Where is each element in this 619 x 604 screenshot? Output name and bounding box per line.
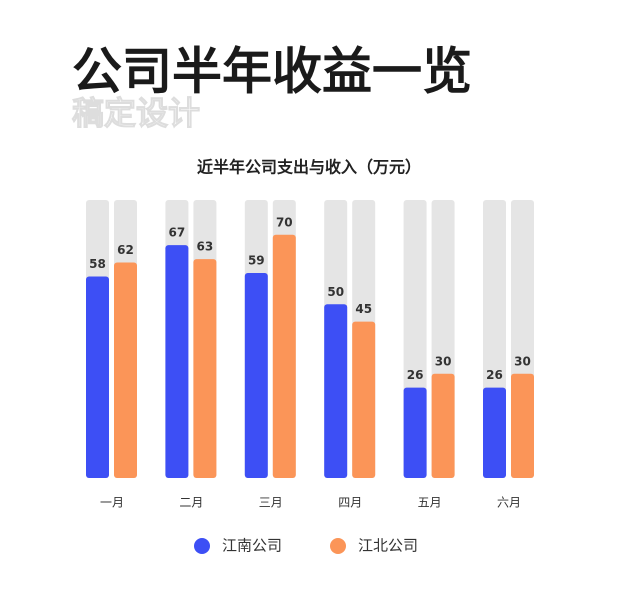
data-label: 45 [355, 302, 372, 316]
legend-marker [194, 538, 210, 554]
chart-title: 近半年公司支出与收入（万元） [197, 158, 421, 177]
bar [431, 373, 455, 478]
data-label: 70 [276, 215, 293, 229]
bar [272, 234, 296, 478]
bar [86, 276, 109, 478]
x-tick-label: 一月 [100, 496, 124, 510]
data-label: 30 [435, 354, 452, 368]
legend-marker [330, 538, 346, 554]
watermark: 稿定设计 [72, 94, 200, 132]
bar [193, 259, 217, 478]
data-label: 62 [117, 243, 134, 257]
data-label: 67 [169, 226, 186, 240]
bar [114, 262, 137, 478]
data-label: 26 [407, 368, 424, 382]
data-label: 30 [514, 354, 531, 368]
data-label: 58 [89, 257, 106, 271]
bar [403, 387, 427, 478]
legend-label: 江北公司 [358, 537, 418, 555]
bar [511, 373, 534, 478]
x-tick-label: 二月 [179, 496, 203, 510]
bar [352, 321, 376, 478]
bar [324, 304, 348, 478]
page-title: 公司半年收益一览 [72, 43, 472, 101]
data-label: 26 [486, 368, 503, 382]
x-tick-label: 五月 [418, 496, 442, 510]
bar [483, 387, 506, 478]
data-label: 50 [327, 285, 344, 299]
x-tick-label: 三月 [259, 496, 283, 510]
data-label: 63 [197, 240, 214, 254]
bar [165, 245, 189, 478]
x-tick-label: 四月 [338, 496, 362, 510]
data-label: 59 [248, 253, 265, 267]
legend-label: 江南公司 [222, 537, 282, 555]
bar [244, 272, 268, 478]
x-tick-label: 六月 [497, 496, 521, 510]
